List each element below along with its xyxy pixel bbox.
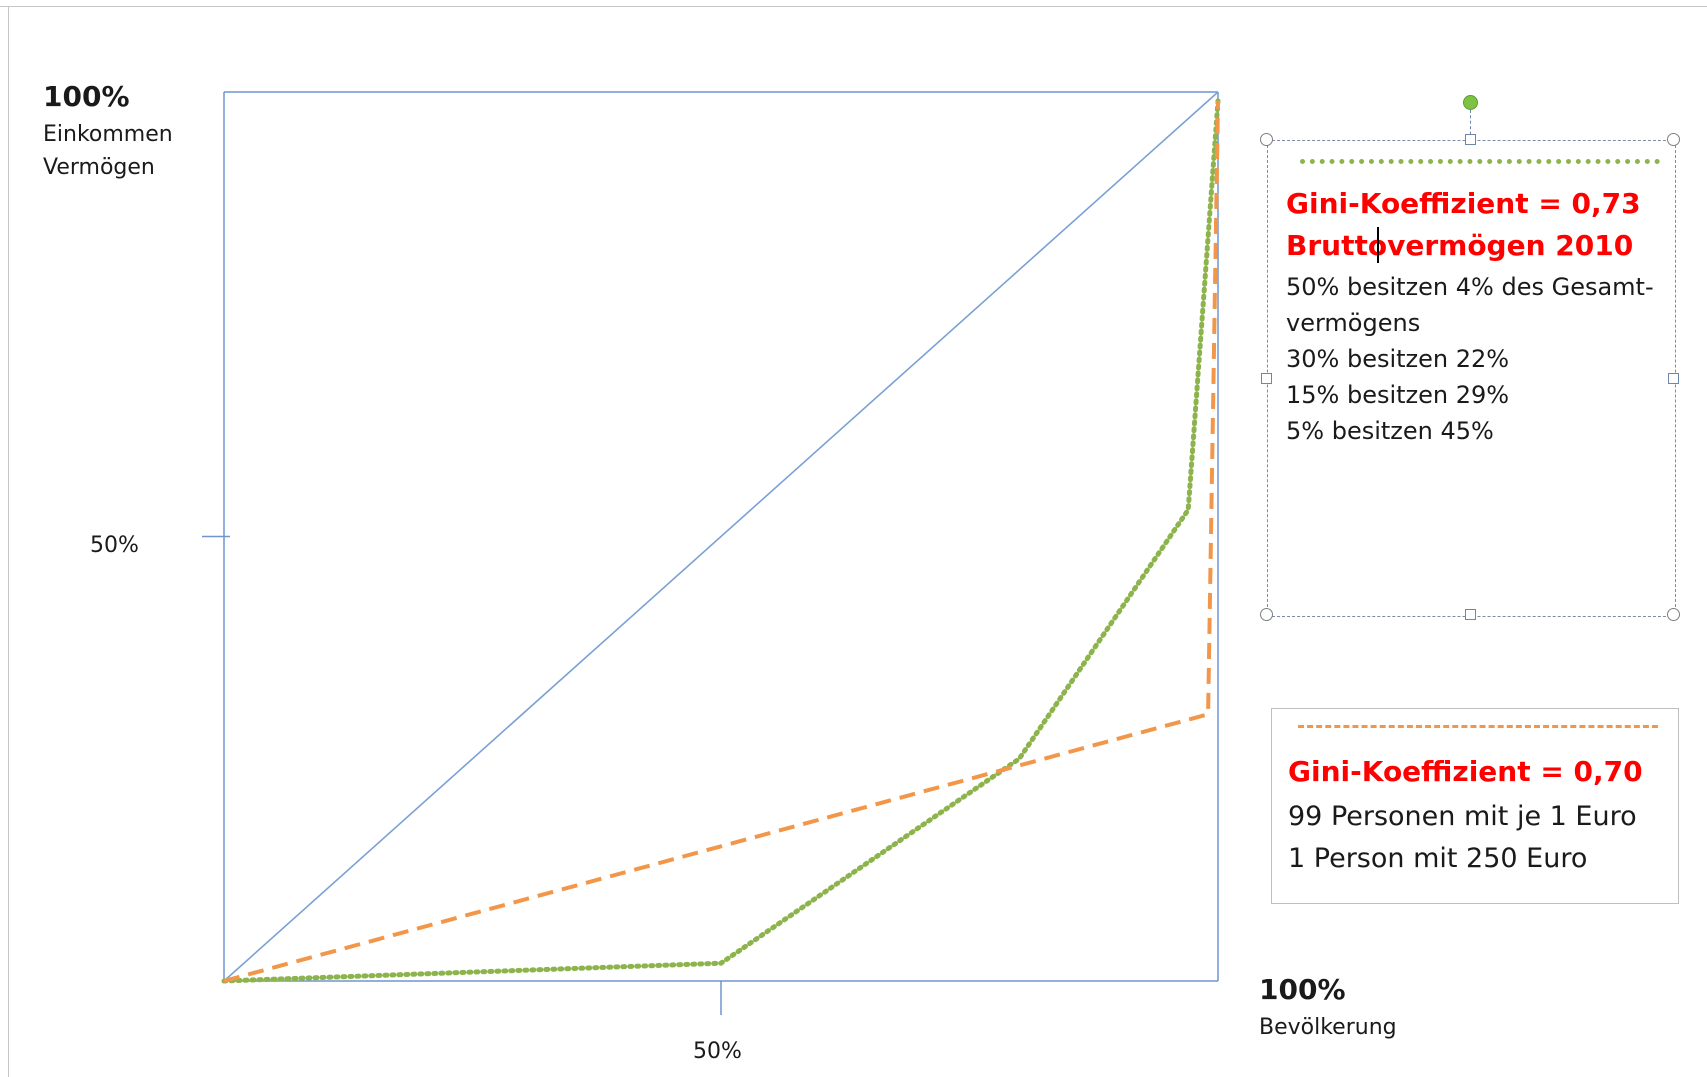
text-cursor <box>1377 227 1379 263</box>
legend-textbox-gini-073[interactable]: Gini-Koeffizient = 0,73 Bruttovermögen 2… <box>1267 140 1676 617</box>
legend-1-text-line: 30% besitzen 22% <box>1286 345 1510 373</box>
x-axis-mid-tick-label: 50% <box>693 1039 742 1064</box>
sheet-top-edge <box>0 6 1707 7</box>
resize-handle-left[interactable] <box>1261 373 1272 384</box>
legend-1-text-line: 5% besitzen 45% <box>1286 417 1494 445</box>
resize-handle-right[interactable] <box>1668 373 1679 384</box>
y-axis-label-line-2: Vermögen <box>43 155 155 180</box>
legend-2-title: Gini-Koeffizient = 0,70 <box>1288 755 1643 788</box>
y-axis-top-label: 100% <box>43 80 130 113</box>
resize-handle-bottom[interactable] <box>1465 609 1476 620</box>
rotation-stem <box>1470 110 1471 140</box>
legend-2-text-line: 1 Person mit 250 Euro <box>1288 843 1588 874</box>
x-axis-right-label: 100% <box>1259 973 1346 1006</box>
legend-1-title-line-2: Bruttovermögen 2010 <box>1286 229 1634 262</box>
resize-handle-top[interactable] <box>1465 134 1476 145</box>
legend-1-text-line: vermögens <box>1286 309 1421 337</box>
legend-2-text-line: 99 Personen mit je 1 Euro <box>1288 801 1637 832</box>
resize-handle-top-right[interactable] <box>1667 133 1680 146</box>
y-axis-mid-tick-label: 50% <box>90 533 139 558</box>
x-axis-label: Bevölkerung <box>1259 1015 1397 1040</box>
resize-handle-top-left[interactable] <box>1260 133 1273 146</box>
rotation-handle[interactable] <box>1463 95 1478 110</box>
axis-ticks <box>202 535 722 1015</box>
series-line-solid <box>223 91 1219 982</box>
series-line-dashed <box>223 100 1220 983</box>
legend-swatch-dashed-orange <box>1298 725 1658 728</box>
y-axis-label-line-1: Einkommen <box>43 122 173 147</box>
resize-handle-bottom-right[interactable] <box>1667 608 1680 621</box>
legend-swatch-dotted-green <box>1300 159 1660 164</box>
legend-1-title-line-1: Gini-Koeffizient = 0,73 <box>1286 187 1641 220</box>
series-line-dotted <box>221 98 1221 984</box>
sheet-left-edge <box>8 6 9 1077</box>
resize-handle-bottom-left[interactable] <box>1260 608 1273 621</box>
series-group <box>221 91 1221 984</box>
legend-textbox-gini-070[interactable]: Gini-Koeffizient = 0,70 99 Personen mit … <box>1271 708 1679 904</box>
legend-1-text-line: 50% besitzen 4% des Gesamt- <box>1286 273 1654 301</box>
legend-1-text-line: 15% besitzen 29% <box>1286 381 1510 409</box>
